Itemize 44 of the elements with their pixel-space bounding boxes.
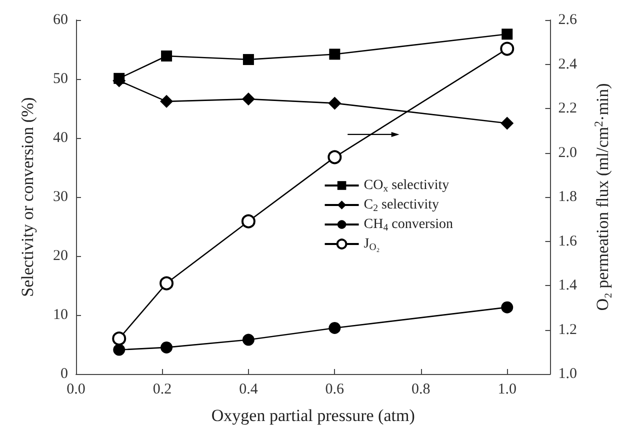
point <box>161 50 172 62</box>
x-tick-label: 0.6 <box>325 382 345 398</box>
point <box>160 94 174 108</box>
point <box>329 48 340 60</box>
point <box>502 28 513 40</box>
point <box>500 42 514 56</box>
x-tick-label: 0.4 <box>239 382 258 398</box>
y-tick-label: 40 <box>53 130 68 146</box>
y-tick-label: 30 <box>53 189 68 205</box>
x-tick-label: 0.8 <box>412 382 430 398</box>
y2-axis-title: O₂ permeation flux (ml/cm2·min) <box>591 83 612 311</box>
y-tick-label: 10 <box>53 307 68 323</box>
y-axis-title: Selectivity or conversion (%) <box>18 97 37 297</box>
point <box>242 54 254 66</box>
y-tick-label: 0 <box>60 366 68 382</box>
x-axis-title: Oxygen partial pressure (atm) <box>211 406 415 425</box>
point <box>113 344 126 356</box>
point <box>242 92 255 106</box>
point <box>114 72 125 84</box>
y2-tick-label: 1.8 <box>558 189 577 205</box>
point <box>241 214 256 228</box>
point <box>501 301 514 314</box>
y2-tick-label: 1.2 <box>558 322 577 338</box>
point <box>500 116 514 130</box>
y2-tick-label: 2.2 <box>558 100 577 116</box>
y2-tick-label: 2.0 <box>558 144 577 161</box>
point <box>160 276 174 290</box>
y-tick-label: 50 <box>53 71 68 87</box>
y2-tick-label: 1.0 <box>558 366 577 382</box>
point <box>242 334 254 346</box>
point <box>328 322 341 334</box>
x-tick-label: 1.0 <box>498 382 517 398</box>
y2-tick-label: 2.4 <box>558 56 578 72</box>
point <box>160 341 173 354</box>
x-tick-label: 0.2 <box>152 382 172 398</box>
y2-tick-label: 2.6 <box>558 12 578 28</box>
y-tick-label: 20 <box>53 248 68 264</box>
y2-tick-label: 1.4 <box>558 278 578 294</box>
point <box>112 332 126 346</box>
x-tick-label: 0.0 <box>66 382 86 398</box>
point <box>328 96 342 110</box>
point <box>328 150 342 164</box>
y2-tick-label: 1.6 <box>558 233 578 250</box>
y-tick-label: 60 <box>53 12 68 28</box>
